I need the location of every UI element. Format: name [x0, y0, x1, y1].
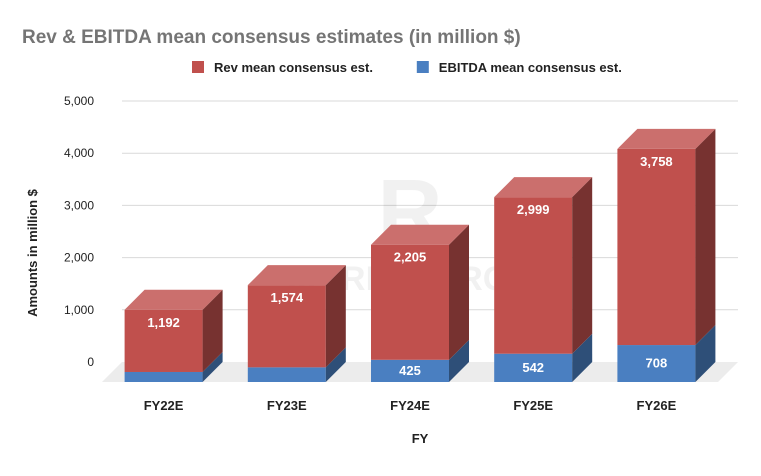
- bar-side: [202, 351, 223, 382]
- x-tick-label: FY24E: [390, 398, 430, 413]
- bar-side: [695, 325, 716, 382]
- data-label: 2,205: [394, 250, 427, 265]
- bar-segment: [124, 371, 203, 382]
- x-tick-label: FY23E: [267, 398, 307, 413]
- bar-side: [695, 128, 716, 346]
- y-axis-title: Amounts in million $: [25, 188, 40, 317]
- bar-side: [449, 339, 469, 382]
- bar-segment: [371, 359, 449, 382]
- y-tick-label: 5,000: [64, 94, 94, 108]
- bar-top: [494, 177, 593, 198]
- bar-segment: [494, 353, 573, 382]
- bar-top: [247, 265, 346, 286]
- legend-label: EBITDA mean consensus est.: [439, 60, 622, 75]
- data-label: 425: [399, 363, 421, 378]
- data-label: 542: [522, 360, 544, 375]
- bar-side: [202, 289, 223, 372]
- legend-label: Rev mean consensus est.: [214, 60, 373, 75]
- y-tick-label: 0: [87, 355, 94, 369]
- bar-side: [572, 177, 593, 354]
- data-label: 708: [646, 356, 668, 371]
- data-label: 2,999: [517, 202, 550, 217]
- x-tick-label: FY25E: [513, 398, 553, 413]
- bar-side: [449, 224, 469, 360]
- bar-top: [124, 289, 223, 310]
- data-label: 3,758: [640, 154, 673, 169]
- bar-side: [325, 265, 346, 368]
- chart-title: Rev & EBITDA mean consensus estimates (i…: [22, 27, 521, 48]
- legend-swatch: [192, 61, 204, 73]
- y-tick-label: 2,000: [64, 251, 94, 265]
- y-tick-label: 3,000: [64, 198, 94, 212]
- data-label: 1,192: [147, 315, 180, 330]
- y-tick-label: 4,000: [64, 146, 94, 160]
- x-tick-label: FY22E: [144, 398, 184, 413]
- bar-side: [325, 347, 346, 382]
- bar-segment: [494, 197, 573, 354]
- y-tick-label: 1,000: [64, 303, 94, 317]
- data-label: 1,574: [271, 290, 304, 305]
- bar-segment: [371, 244, 449, 360]
- bar-segment: [124, 309, 203, 372]
- x-axis-title: FY: [412, 431, 429, 446]
- bar-segment: [617, 345, 696, 382]
- x-tick-label: FY26E: [637, 398, 677, 413]
- legend-swatch: [416, 61, 429, 73]
- bar-segment: [247, 367, 326, 382]
- bar-segment: [617, 148, 696, 346]
- bar-top: [617, 128, 716, 149]
- bar-top: [371, 224, 469, 245]
- bar-side: [572, 333, 593, 382]
- bar-segment: [247, 285, 326, 368]
